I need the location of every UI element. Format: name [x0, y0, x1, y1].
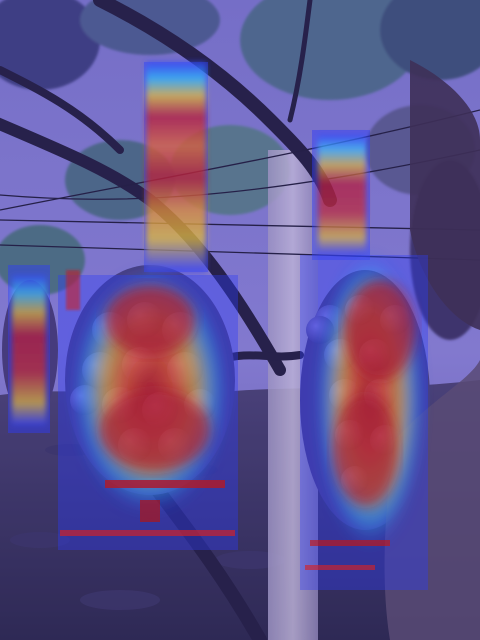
heat-region-right-upper	[318, 135, 366, 255]
heat-region-far-left	[12, 275, 46, 425]
heat-region-left-upper	[146, 62, 206, 272]
dark-leaf-right	[410, 60, 480, 330]
trellis-wires	[0, 109, 480, 261]
heatmap-overlay	[8, 62, 428, 590]
